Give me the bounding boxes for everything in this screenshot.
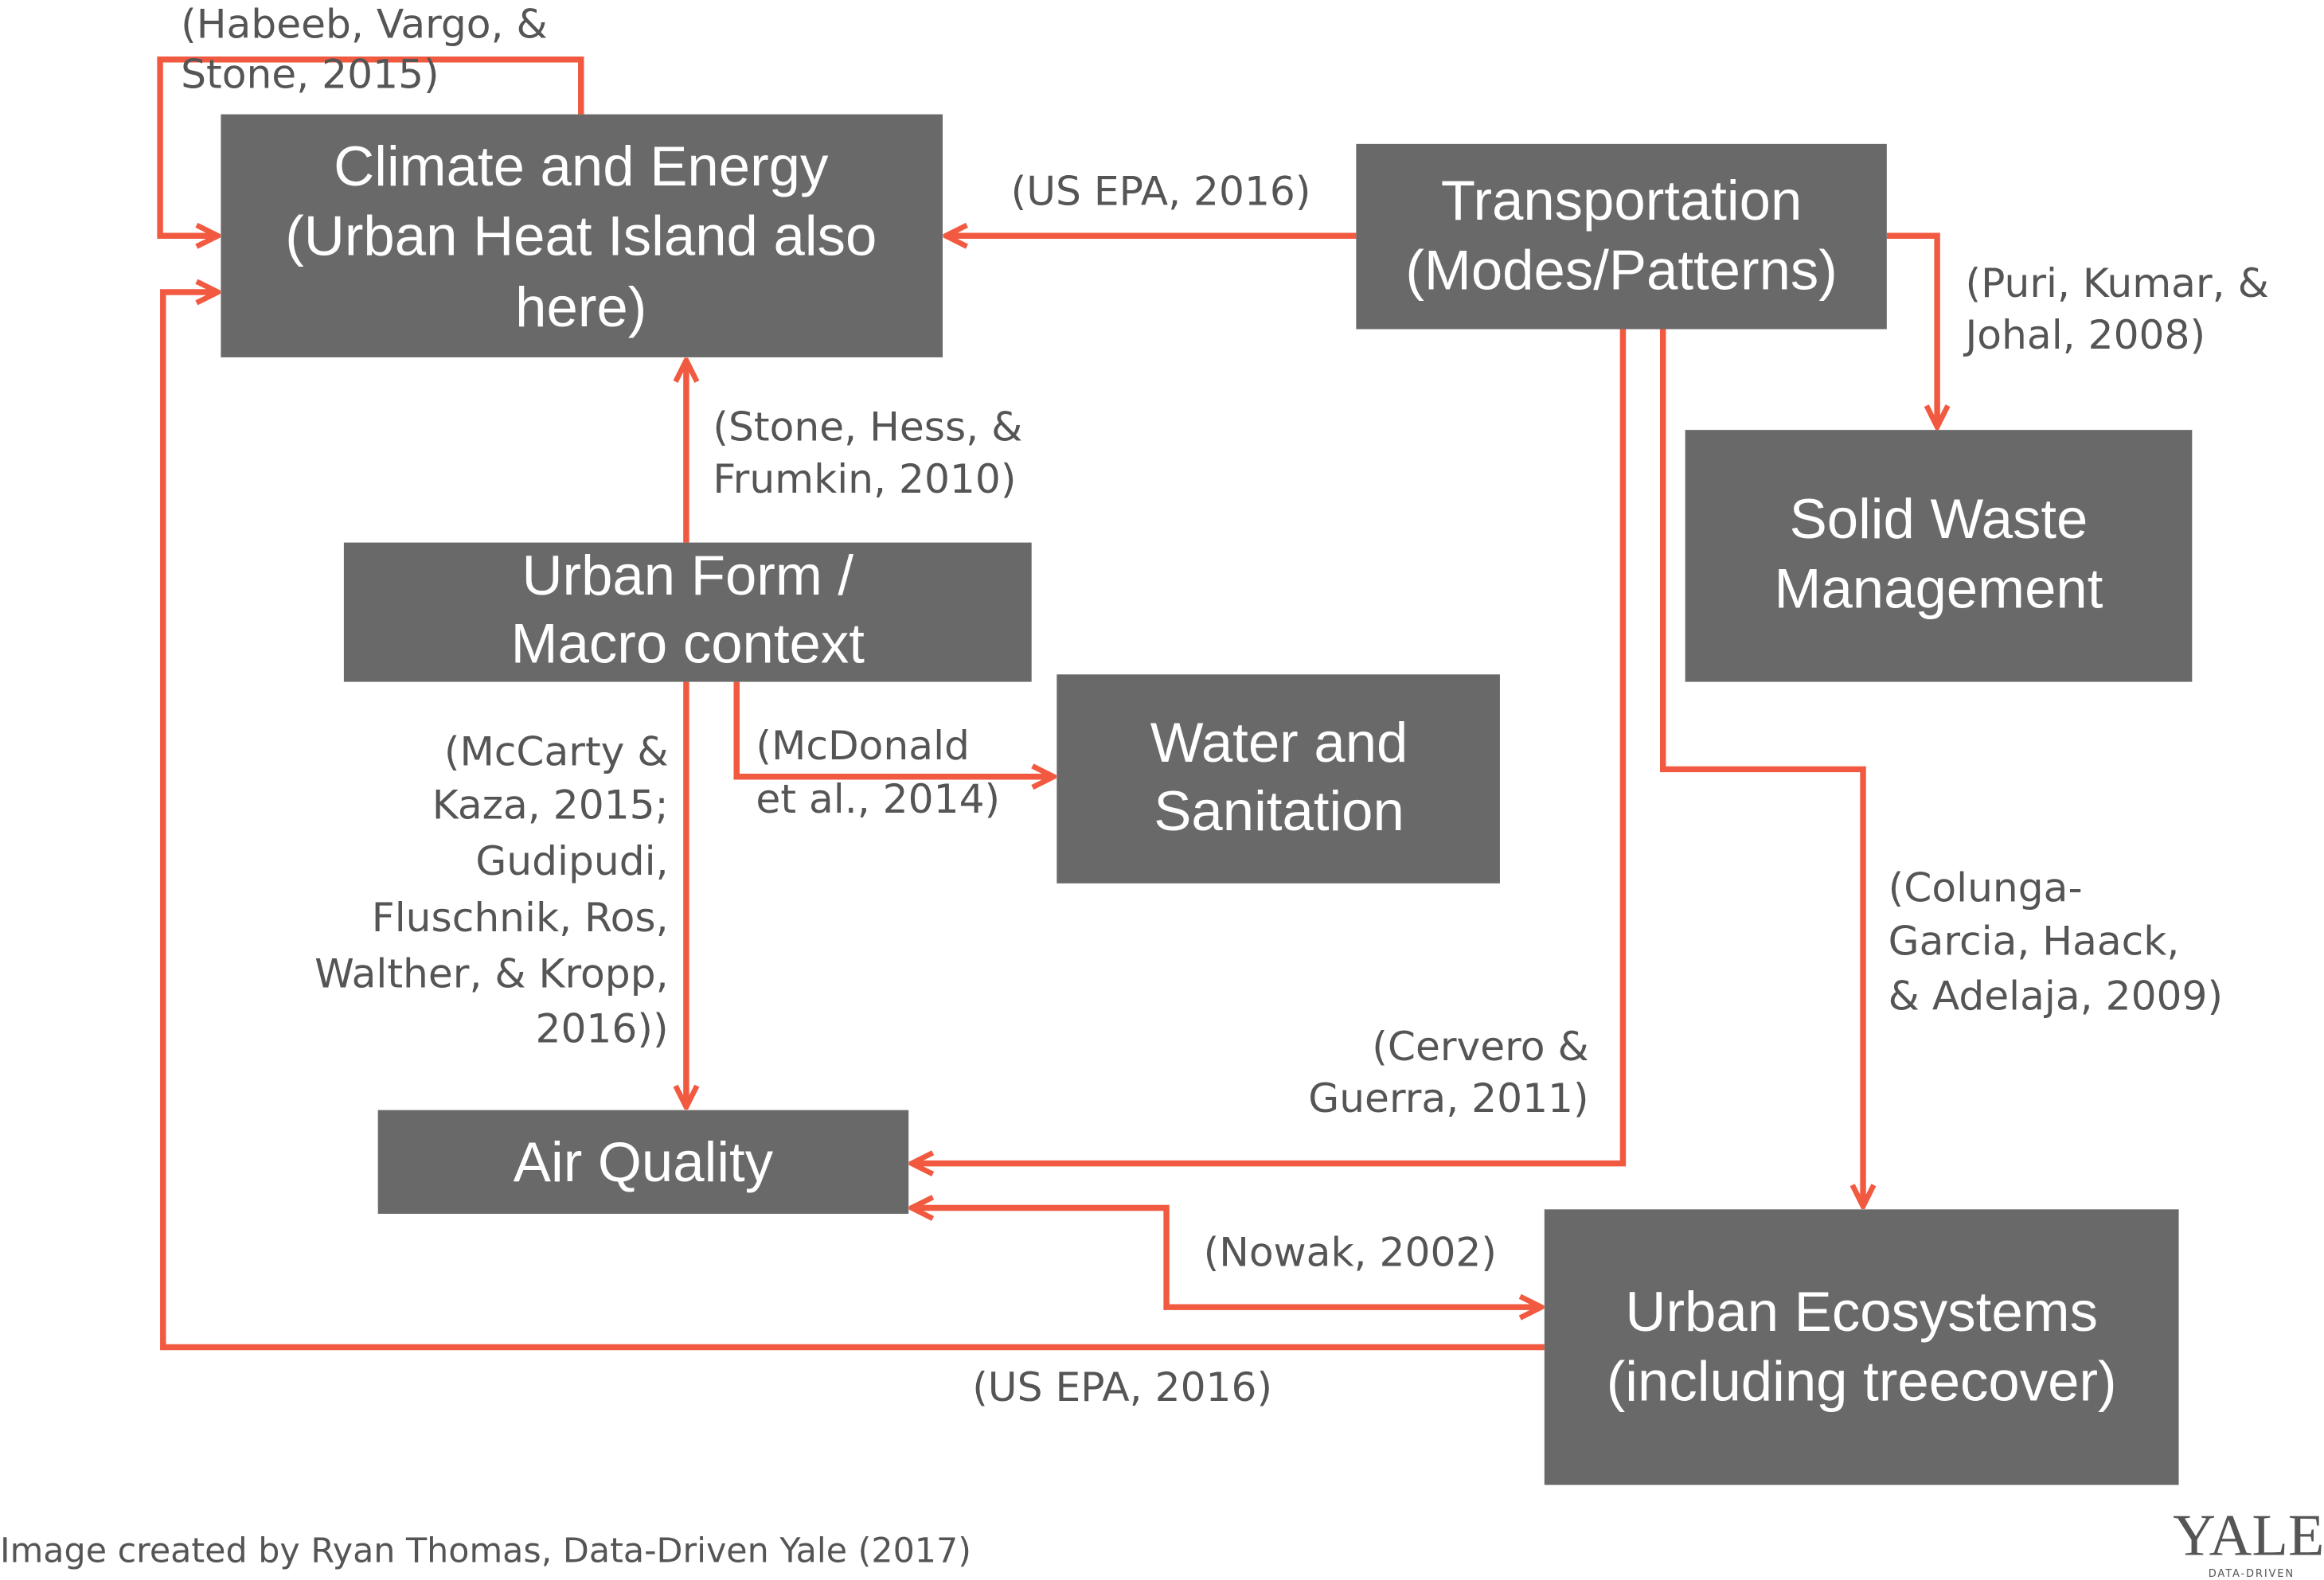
edges: [157, 57, 1937, 1351]
edge-label: Garcia, Haack,: [1888, 918, 2180, 965]
node-box: [1544, 1209, 2179, 1485]
edge-label: (US EPA, 2016): [1011, 168, 1311, 215]
edge-label: Stone, 2015): [181, 51, 439, 98]
node-label: Sanitation: [1154, 779, 1404, 842]
node-label: Water and: [1150, 711, 1408, 774]
edge-label: & Adelaja, 2009): [1888, 972, 2223, 1019]
edge-arrow: [912, 329, 1627, 1164]
edge-label: Johal, 2008): [1963, 311, 2205, 358]
edge-arrow: [157, 57, 584, 236]
node-label: Solid Waste: [1790, 487, 2088, 550]
edge-label: (Colunga-: [1888, 864, 2083, 911]
node-label: Management: [1775, 557, 2103, 620]
edge-label: (Nowak, 2002): [1204, 1229, 1497, 1276]
node-box: [1685, 430, 2193, 682]
node-label: (Modes/Patterns): [1405, 238, 1838, 301]
boxes: [221, 114, 2193, 1485]
node-label: here): [515, 275, 646, 338]
edge-label: (Stone, Hess, &: [713, 404, 1022, 451]
node-label: Urban Form /: [521, 544, 853, 607]
node-label: Air Quality: [514, 1130, 774, 1193]
edge-label: (Cervero &: [1372, 1023, 1588, 1070]
node-box: [1057, 674, 1500, 884]
edge-arrow: [160, 292, 1545, 1351]
node-box: [221, 114, 943, 357]
logo-tagline: DATA-DRIVEN: [2209, 1568, 2295, 1580]
node-label: (Urban Heat Island also: [285, 205, 877, 267]
edge-arrow: [1660, 329, 1863, 1207]
edge-label: Frumkin, 2010): [713, 455, 1016, 502]
edge-label: Guerra, 2011): [1308, 1075, 1588, 1122]
node-box: [377, 1110, 909, 1214]
edge-arrow: [912, 1207, 1541, 1307]
edge-label: Kaza, 2015;: [432, 781, 669, 828]
edge-label: et al., 2014): [756, 775, 1000, 822]
edge-label: Fluschnik, Ros,: [372, 894, 669, 941]
node-label: Climate and Energy: [334, 135, 829, 197]
edge-label: 2016)): [535, 1005, 668, 1051]
edge-arrow: [1886, 232, 1937, 427]
logo-name: YALE: [2173, 1503, 2324, 1568]
node-label: (including treecover): [1607, 1350, 2117, 1413]
node-box: [1356, 143, 1887, 330]
edge-label: (McCarty &: [444, 728, 669, 774]
edge-label: Walther, & Kropp,: [314, 950, 668, 997]
edge-arrow: [733, 681, 1053, 777]
edge-label: (Habeeb, Vargo, &: [181, 0, 548, 47]
node-label: Transportation: [1441, 169, 1802, 232]
edge-label: Gudipudi,: [475, 837, 668, 884]
edge-label: (Puri, Kumar, &: [1965, 259, 2268, 306]
edge-label: (US EPA, 2016): [972, 1363, 1272, 1410]
node-label: Urban Ecosystems: [1625, 1280, 2098, 1343]
footer: Image created by Ryan Thomas, Data-Drive…: [0, 1531, 971, 1571]
node-label: Macro context: [511, 611, 865, 674]
node-box: [343, 542, 1032, 682]
edge-label: (McDonald: [756, 722, 970, 769]
